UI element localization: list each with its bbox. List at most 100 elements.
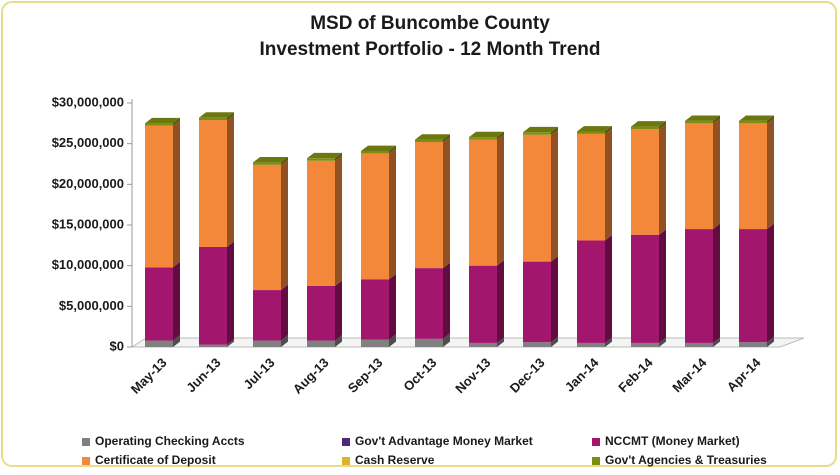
bar-front — [523, 342, 551, 347]
bar-segment — [415, 136, 450, 269]
bar-side — [335, 155, 342, 286]
bar-segment — [685, 337, 720, 347]
bar-segment — [415, 333, 450, 347]
bar-side — [335, 280, 342, 341]
bar-front — [523, 134, 551, 262]
bar-segment — [523, 336, 558, 347]
bar-segment — [361, 334, 396, 347]
bar-side — [443, 333, 450, 347]
bar-segment — [577, 337, 612, 347]
bar-side — [443, 136, 450, 269]
bar-side — [281, 284, 288, 341]
bar-front — [199, 246, 227, 345]
bar-front — [469, 342, 497, 347]
bar-side — [659, 337, 666, 347]
bar-front — [469, 139, 497, 266]
legend-swatch — [342, 438, 350, 446]
bar-side — [659, 123, 666, 235]
bar-side — [767, 223, 774, 343]
legend-label: Gov't Advantage Money Market — [355, 434, 533, 448]
bar-side — [389, 334, 396, 347]
bar-side — [443, 134, 450, 143]
bar-segment — [577, 235, 612, 343]
bar-side — [551, 126, 558, 135]
bar-side — [497, 134, 504, 266]
bar-top — [253, 156, 288, 163]
bar-segment — [307, 155, 342, 286]
bar-segment — [253, 159, 288, 291]
bar-segment — [145, 117, 180, 126]
bar-segment — [361, 274, 396, 340]
bar-front — [253, 162, 281, 165]
bar-front — [577, 131, 605, 134]
y-tick-label: $0 — [110, 338, 124, 353]
bar-front — [685, 229, 713, 343]
bar-segment — [469, 131, 504, 140]
bar-top — [523, 126, 558, 133]
bar-front — [739, 123, 767, 230]
bar-segment — [199, 241, 234, 345]
bar-side — [767, 117, 774, 230]
bar-segment — [631, 123, 666, 235]
bar-side — [713, 117, 720, 230]
bar-side — [335, 335, 342, 347]
legend-swatch — [592, 438, 600, 446]
bar-front — [361, 279, 389, 340]
bar-side — [551, 129, 558, 262]
bar-segment — [631, 229, 666, 343]
bar-front — [199, 120, 227, 247]
bar-top — [631, 121, 666, 127]
bar-side — [713, 115, 720, 124]
legend-label: Cash Reserve — [355, 453, 435, 467]
bar-front — [199, 344, 227, 347]
bar-top — [361, 145, 396, 151]
bar-segment — [253, 156, 288, 165]
bar-front — [253, 290, 281, 341]
bar-front — [577, 133, 605, 241]
y-tick-label: $30,000,000 — [52, 94, 124, 109]
bar-front — [145, 123, 173, 126]
bar-side — [173, 120, 180, 268]
bar-side — [713, 337, 720, 347]
bar-segment — [469, 260, 504, 343]
bar-segment — [469, 134, 504, 266]
chart-title: MSD of Buncombe County — [310, 13, 550, 34]
bar-front — [145, 267, 173, 341]
bar-front — [307, 286, 335, 341]
bar-segment — [685, 115, 720, 124]
y-tick-label: $25,000,000 — [52, 135, 124, 150]
legend-label: Certificate of Deposit — [95, 453, 216, 467]
bar-front — [631, 342, 659, 347]
bar-side — [281, 335, 288, 347]
bar-side — [173, 335, 180, 347]
bar-segment — [469, 337, 504, 347]
bar-side — [497, 260, 504, 343]
bar-segment — [685, 117, 720, 230]
bar-segment — [739, 223, 774, 343]
bar-segment — [307, 280, 342, 341]
bar-segment — [253, 284, 288, 341]
bar-segment — [415, 262, 450, 339]
bar-side — [173, 117, 180, 126]
bar-front — [361, 339, 389, 347]
y-tick-label: $5,000,000 — [59, 298, 124, 313]
bar-front — [415, 268, 443, 339]
bar-front — [631, 126, 659, 130]
bar-front — [253, 164, 281, 291]
bar-segment — [523, 129, 558, 262]
bar-side — [335, 152, 342, 161]
bar-side — [605, 128, 612, 241]
bar-front — [415, 338, 443, 347]
bar-top — [145, 117, 180, 124]
bar-top — [739, 115, 774, 121]
bar-front — [739, 229, 767, 343]
bar-front — [307, 158, 335, 161]
bar-front — [361, 153, 389, 280]
bar-side — [605, 126, 612, 134]
bar-side — [227, 241, 234, 345]
bar-front — [145, 340, 173, 347]
bar-segment — [631, 121, 666, 130]
bar-front — [415, 142, 443, 269]
bar-front — [361, 150, 389, 154]
